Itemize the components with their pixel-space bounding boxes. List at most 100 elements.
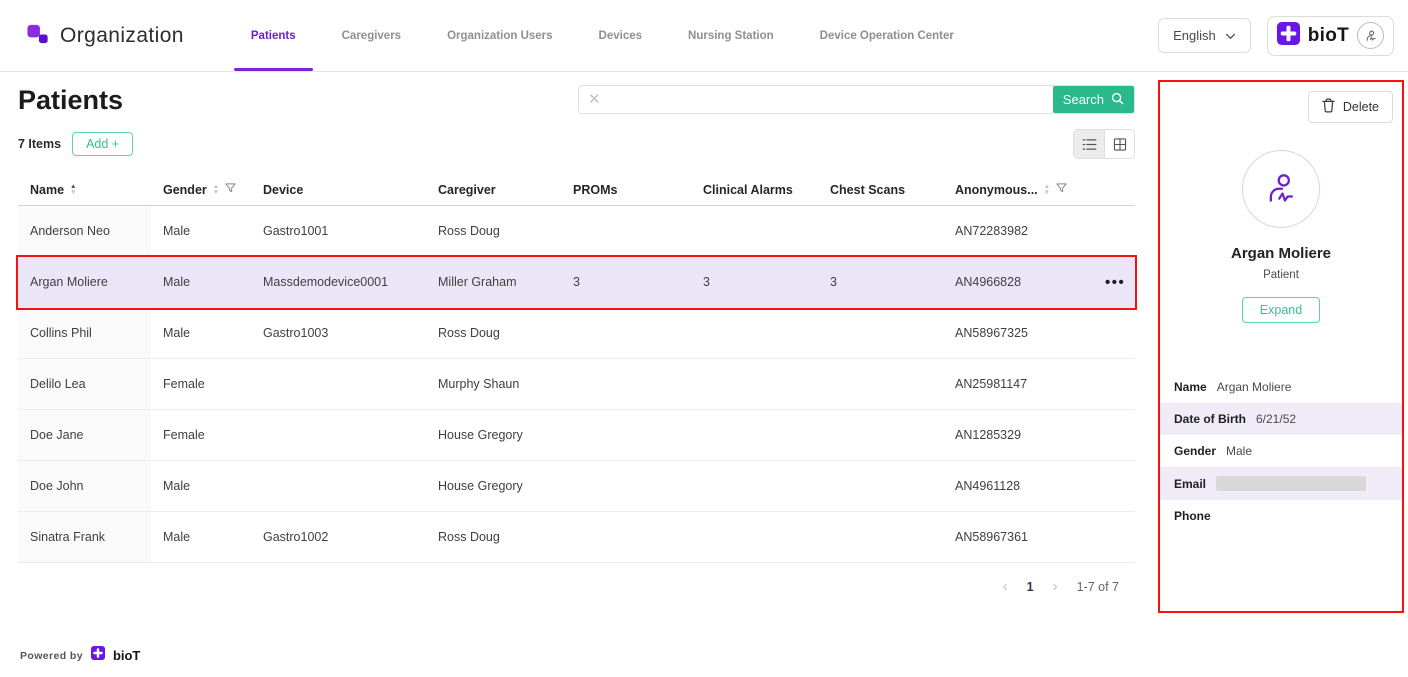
cell-name: Delilo Lea xyxy=(18,359,151,409)
tab-caregivers[interactable]: Caregivers xyxy=(341,29,402,42)
cell-gender: Male xyxy=(163,530,191,544)
column-header-device[interactable]: Device xyxy=(251,174,426,205)
search-input[interactable] xyxy=(600,86,1053,113)
detail-field-date-of-birth: Date of Birth 6/21/52 xyxy=(1160,403,1402,435)
field-label: Phone xyxy=(1174,509,1211,523)
table-row[interactable]: Doe Jane Female House Gregory AN1285329 xyxy=(18,410,1135,461)
sort-icon[interactable]: ▲ ▼ xyxy=(70,183,77,196)
search-button[interactable]: Search xyxy=(1052,86,1134,113)
next-page-button[interactable]: › xyxy=(1052,578,1058,595)
column-header-gender[interactable]: Gender ▲ ▼ xyxy=(151,174,251,205)
main-area: Patients ✕ Search 7 Items Add + xyxy=(0,72,1135,594)
row-actions-cell xyxy=(1093,308,1135,358)
filter-icon[interactable] xyxy=(225,182,236,197)
cell-name: Argan Moliere xyxy=(30,275,108,289)
cell-device: Gastro1003 xyxy=(263,326,329,340)
cell-device xyxy=(251,461,426,511)
cell-proms xyxy=(561,512,691,562)
expand-button[interactable]: Expand xyxy=(1241,297,1321,323)
tab-organization-users[interactable]: Organization Users xyxy=(447,29,553,42)
cell-caregiver: House Gregory xyxy=(438,479,523,493)
cell-caregiver: Murphy Shaun xyxy=(438,377,520,391)
nav-right: English bioT xyxy=(1158,15,1394,56)
cell-proms: 3 xyxy=(573,275,580,289)
delete-button[interactable]: Delete xyxy=(1307,91,1393,123)
field-value: 6/21/52 xyxy=(1256,412,1297,426)
cell-name: Anderson Neo xyxy=(18,206,151,256)
field-value: Male xyxy=(1226,444,1253,458)
user-avatar-icon[interactable] xyxy=(1357,22,1384,49)
cell-clinical_alarms xyxy=(691,308,818,358)
tab-patients[interactable]: Patients xyxy=(228,0,319,71)
patients-table: Name ▲ ▼ Gender ▲ ▼ Device Caregiver PROMs Clinic… xyxy=(18,174,1135,563)
prev-page-button[interactable]: ‹ xyxy=(1002,578,1008,595)
column-label-name: Name xyxy=(30,182,65,197)
table-row[interactable]: Delilo Lea Female Murphy Shaun AN25981147 xyxy=(18,359,1135,410)
current-page[interactable]: 1 xyxy=(1026,579,1034,594)
cell-gender: Female xyxy=(163,428,205,442)
cell-anonymous_id: AN58967361 xyxy=(955,530,1028,544)
table-header: Name ▲ ▼ Gender ▲ ▼ Device Caregiver PROMs Clinic… xyxy=(18,174,1135,206)
biot-account-box[interactable]: bioT xyxy=(1266,15,1394,56)
cell-device xyxy=(251,359,426,409)
column-header-clinical_alarms[interactable]: Clinical Alarms xyxy=(691,174,818,205)
cell-chest_scans xyxy=(818,461,943,511)
tab-nursing-station[interactable]: Nursing Station xyxy=(688,29,774,42)
cell-anonymous_id: AN72283982 xyxy=(955,224,1028,238)
search-bar: ✕ Search xyxy=(578,85,1135,114)
powered-by-label: Powered by xyxy=(20,649,83,662)
column-label-chest_scans: Chest Scans xyxy=(830,182,906,197)
column-header-name[interactable]: Name ▲ ▼ xyxy=(18,174,151,205)
cell-device: Gastro1002 xyxy=(263,530,329,544)
column-header-anonymous_id[interactable]: Anonymous... ▲ ▼ xyxy=(943,174,1093,205)
sort-icon[interactable]: ▲ ▼ xyxy=(212,183,220,196)
cell-proms xyxy=(561,359,691,409)
column-label-gender: Gender xyxy=(163,182,207,197)
cell-caregiver: Ross Doug xyxy=(438,326,500,340)
footer-biot-logo-icon xyxy=(90,646,105,665)
language-selector[interactable]: English xyxy=(1158,18,1251,53)
cell-name: Sinatra Frank xyxy=(18,512,151,562)
clear-search-icon[interactable]: ✕ xyxy=(588,91,601,108)
detail-field-email: Email xyxy=(1160,467,1402,500)
table-row[interactable]: Sinatra Frank Male Gastro1002 Ross Doug AN58… xyxy=(18,512,1135,563)
biot-brand-name: bioT xyxy=(1307,24,1349,46)
column-label-anonymous_id: Anonymous... xyxy=(955,182,1038,197)
grid-view-button[interactable] xyxy=(1104,130,1134,158)
cell-caregiver: Ross Doug xyxy=(438,530,500,544)
cell-chest_scans xyxy=(818,410,943,460)
table-row[interactable]: Argan Moliere Male Massdemodevice0001 Mille… xyxy=(18,257,1135,308)
cell-proms xyxy=(561,410,691,460)
column-header-proms[interactable]: PROMs xyxy=(561,174,691,205)
cell-clinical_alarms xyxy=(691,410,818,460)
table-row[interactable]: Anderson Neo Male Gastro1001 Ross Doug AN722… xyxy=(18,206,1135,257)
row-actions-cell: ••• xyxy=(1093,257,1137,307)
biot-logo-icon xyxy=(1276,21,1300,50)
cell-gender: Male xyxy=(163,224,191,238)
sort-icon[interactable]: ▲ ▼ xyxy=(1043,183,1051,196)
tab-devices[interactable]: Devices xyxy=(598,29,643,42)
column-header-chest_scans[interactable]: Chest Scans xyxy=(818,174,943,205)
cell-anonymous_id: AN1285329 xyxy=(955,428,1022,442)
cell-name: Doe John xyxy=(18,461,151,511)
top-nav: Organization Patients Caregivers Organizat… xyxy=(0,0,1408,72)
search-button-label: Search xyxy=(1062,92,1104,107)
cell-anonymous_id: AN4961128 xyxy=(955,479,1021,493)
cell-clinical_alarms xyxy=(691,512,818,562)
cell-chest_scans xyxy=(818,206,943,256)
column-header-caregiver[interactable]: Caregiver xyxy=(426,174,561,205)
row-menu-button[interactable]: ••• xyxy=(1105,273,1126,291)
filter-icon[interactable] xyxy=(1056,182,1067,197)
page-range-label: 1-7 of 7 xyxy=(1076,579,1119,594)
cell-name: Doe Jane xyxy=(18,410,151,460)
patient-details-panel: Delete Argan Moliere Patient Expand Name… xyxy=(1158,80,1404,613)
content-area: Patients ✕ Search 7 Items Add + xyxy=(0,72,1408,625)
list-view-button[interactable] xyxy=(1074,130,1104,158)
tab-device-operation-center[interactable]: Device Operation Center xyxy=(819,29,954,42)
table-row[interactable]: Collins Phil Male Gastro1003 Ross Doug AN589… xyxy=(18,308,1135,359)
detail-field-gender: Gender Male xyxy=(1160,435,1402,467)
cell-caregiver: Ross Doug xyxy=(438,224,500,238)
row-actions-cell xyxy=(1093,461,1135,511)
add-patient-button[interactable]: Add + xyxy=(72,132,134,156)
table-row[interactable]: Doe John Male House Gregory AN4961128 xyxy=(18,461,1135,512)
